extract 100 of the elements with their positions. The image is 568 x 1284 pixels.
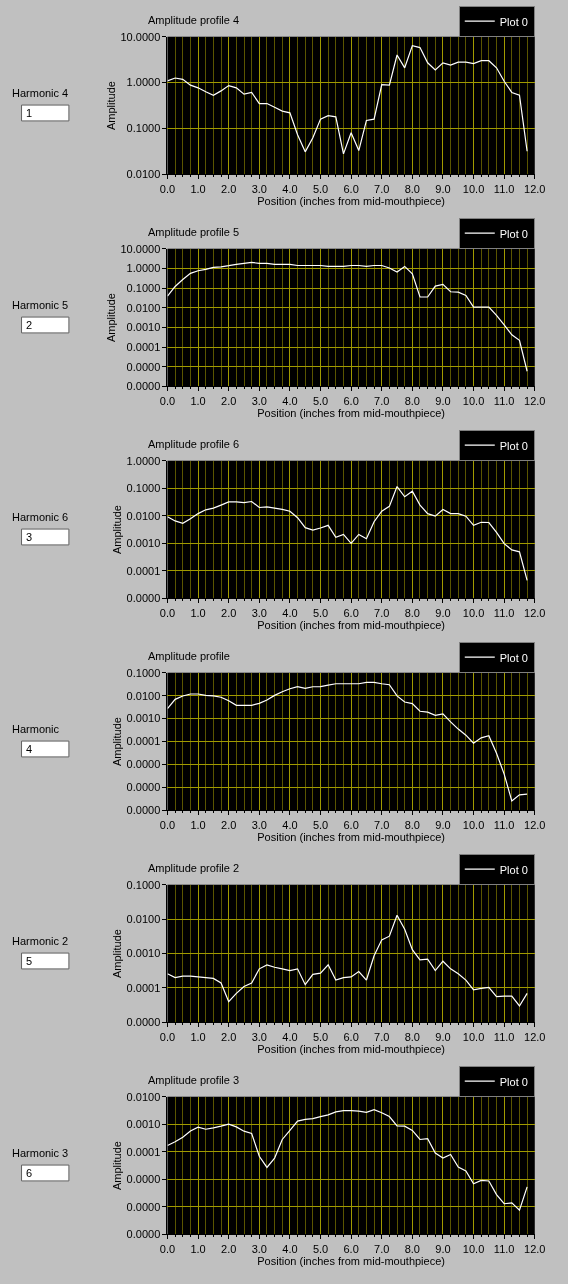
x-tick-label: 11.0 xyxy=(493,818,515,831)
x-tick-label: 4.0 xyxy=(282,606,298,619)
text: Harmonic 6 xyxy=(12,511,69,523)
x-tick-label: 3.0 xyxy=(251,818,267,831)
x-tick-label: 3.0 xyxy=(251,606,267,619)
x-tick-label: 12.0 xyxy=(524,818,546,831)
text: 2 xyxy=(26,319,33,331)
chart-title: Amplitude profile 6 xyxy=(148,438,240,450)
x-tick-label: 6.0 xyxy=(343,1242,359,1255)
x-tick-label: 9.0 xyxy=(435,606,451,619)
x-tick-label: 4.0 xyxy=(282,1242,298,1255)
legend-label: Plot 0 xyxy=(499,227,528,240)
x-axis-title: Position (inches from mid-mouthpiece) xyxy=(257,194,445,207)
y-tick-label: 0.0000 xyxy=(126,360,161,373)
x-tick-label: 6.0 xyxy=(343,1030,359,1043)
y-tick-label: 0.0001 xyxy=(126,981,161,994)
x-tick-label: 6.0 xyxy=(343,606,359,619)
x-tick-label: 10.0 xyxy=(462,606,485,619)
x-tick-label: 5.0 xyxy=(312,1242,329,1255)
text: Harmonic 2 xyxy=(12,935,69,947)
y-tick-label: 10.0000 xyxy=(120,242,161,255)
legend-label: Plot 0 xyxy=(499,863,528,876)
x-tick-label: 0.0 xyxy=(159,1030,176,1043)
x-tick-label: 0.0 xyxy=(159,1242,176,1255)
x-axis-title: Position (inches from mid-mouthpiece) xyxy=(257,618,445,631)
y-tick-label: 0.0000 xyxy=(126,1200,161,1213)
text: 4 xyxy=(26,743,33,755)
x-tick-label: 0.0 xyxy=(159,818,176,831)
x-tick-label: 8.0 xyxy=(404,1030,420,1043)
chart-title: Amplitude profile xyxy=(148,650,230,662)
x-axis-title: Position (inches from mid-mouthpiece) xyxy=(257,830,445,843)
y-axis-title: Amplitude xyxy=(111,717,124,767)
chart-title: Amplitude profile 5 xyxy=(148,226,240,238)
legend-label: Plot 0 xyxy=(499,651,528,664)
legend-label: Plot 0 xyxy=(499,15,528,28)
y-tick-label: 0.0001 xyxy=(126,564,161,577)
x-tick-label: 8.0 xyxy=(404,818,420,831)
x-tick-label: 9.0 xyxy=(435,818,451,831)
x-tick-label: 3.0 xyxy=(251,394,267,407)
x-tick-label: 7.0 xyxy=(374,818,390,831)
y-tick-label: 0.0001 xyxy=(126,735,161,748)
x-tick-label: 1.0 xyxy=(190,818,206,831)
x-tick-label: 10.0 xyxy=(462,1030,485,1043)
y-axis-title: Amplitude xyxy=(111,1141,124,1191)
y-tick-label: 0.0001 xyxy=(126,340,161,353)
x-tick-label: 7.0 xyxy=(374,1030,390,1043)
x-tick-label: 3.0 xyxy=(251,1242,267,1255)
x-tick-label: 7.0 xyxy=(374,606,390,619)
x-tick-label: 10.0 xyxy=(462,1242,485,1255)
x-tick-label: 0.0 xyxy=(159,606,176,619)
x-tick-label: 8.0 xyxy=(404,606,420,619)
x-tick-label: 12.0 xyxy=(524,394,546,407)
x-tick-label: 2.0 xyxy=(221,394,237,407)
x-tick-label: 6.0 xyxy=(343,182,359,195)
y-axis-title: Amplitude xyxy=(105,293,118,343)
text: Harmonic 5 xyxy=(12,299,69,311)
x-tick-label: 4.0 xyxy=(282,182,298,195)
y-tick-label: 0.0100 xyxy=(126,301,161,314)
x-tick-label: 9.0 xyxy=(435,1242,451,1255)
x-tick-label: 12.0 xyxy=(524,1242,546,1255)
y-tick-label: 0.1000 xyxy=(126,482,161,495)
x-tick-label: 8.0 xyxy=(404,394,420,407)
x-tick-label: 7.0 xyxy=(374,182,390,195)
y-tick-label: 0.0000 xyxy=(126,1016,161,1029)
x-tick-label: 5.0 xyxy=(312,606,329,619)
chart-title: Amplitude profile 4 xyxy=(148,14,240,26)
y-axis-title: Amplitude xyxy=(111,505,124,555)
y-tick-label: 0.1000 xyxy=(126,281,161,294)
x-tick-label: 7.0 xyxy=(374,1242,390,1255)
x-tick-label: 3.0 xyxy=(251,1030,267,1043)
x-tick-label: 12.0 xyxy=(524,182,546,195)
y-tick-label: 0.0010 xyxy=(126,537,161,550)
chart-title: Amplitude profile 2 xyxy=(148,862,240,874)
chart-title: Amplitude profile 3 xyxy=(148,1074,240,1086)
text: 6 xyxy=(26,1167,33,1179)
x-tick-label: 6.0 xyxy=(343,818,359,831)
text: Harmonic 4 xyxy=(12,87,69,99)
y-tick-label: 0.0100 xyxy=(126,168,161,181)
x-tick-label: 6.0 xyxy=(343,394,359,407)
x-tick-label: 10.0 xyxy=(462,818,485,831)
y-tick-label: 10.0000 xyxy=(120,30,161,43)
y-tick-label: 0.1000 xyxy=(126,122,161,135)
y-tick-label: 0.0100 xyxy=(126,912,161,925)
y-tick-label: 0.0001 xyxy=(126,1145,161,1158)
y-tick-label: 0.1000 xyxy=(126,666,161,679)
y-tick-label: 0.0100 xyxy=(126,1090,161,1103)
text: 3 xyxy=(26,531,33,543)
y-tick-label: 0.0000 xyxy=(126,1173,161,1186)
x-tick-label: 10.0 xyxy=(462,394,485,407)
text: 1 xyxy=(26,107,33,119)
x-tick-label: 1.0 xyxy=(190,394,206,407)
y-tick-label: 0.0010 xyxy=(126,321,161,334)
x-tick-label: 5.0 xyxy=(312,1030,329,1043)
y-tick-label: 1.0000 xyxy=(126,262,161,275)
x-tick-label: 1.0 xyxy=(190,182,206,195)
text: Harmonic xyxy=(12,723,60,735)
text: 5 xyxy=(26,955,33,967)
x-tick-label: 8.0 xyxy=(404,182,420,195)
y-tick-label: 1.0000 xyxy=(126,454,161,467)
y-tick-label: 0.0010 xyxy=(126,947,161,960)
